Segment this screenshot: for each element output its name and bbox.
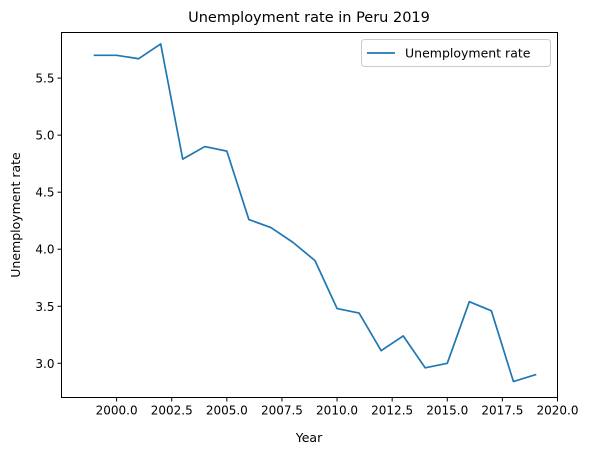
legend-label-unemployment-rate: Unemployment rate (405, 46, 531, 61)
series-layer (93, 43, 537, 383)
y-tick-label: 4.5 (35, 186, 54, 200)
y-tick-label: 5.5 (35, 72, 54, 86)
y-tick-label: 3.5 (35, 300, 54, 314)
x-tick-label: 2017.5 (481, 404, 523, 418)
x-tick-label: 2010.0 (316, 404, 358, 418)
y-tick-label: 4.0 (35, 243, 54, 257)
x-axis-label: Year (295, 430, 323, 445)
x-tick-label: 2015.0 (426, 404, 468, 418)
y-tick-label: 3.0 (35, 357, 54, 371)
x-tick-label: 2000.0 (96, 404, 138, 418)
x-axis: 2000.0 2002.5 2005.0 2007.5 2010.0 2012.5 2015… (96, 397, 579, 418)
x-tick-label: 2005.0 (206, 404, 248, 418)
y-tick-label: 5.0 (35, 129, 54, 143)
x-tick-label: 2007.5 (261, 404, 303, 418)
legend-box (361, 39, 551, 67)
plot-frame (61, 32, 558, 398)
chart-title: Unemployment rate in Peru 2019 (188, 10, 430, 26)
x-tick-label: 2002.5 (151, 404, 193, 418)
y-axis-label: Unemployment rate (8, 152, 23, 278)
y-axis: 3.0 3.5 4.0 4.5 5.0 5.5 (35, 72, 62, 371)
legend: Unemployment rate (361, 39, 551, 67)
x-tick-label: 2020.0 (537, 404, 579, 418)
series-line-0 (93, 43, 537, 383)
x-tick-label: 2012.5 (371, 404, 413, 418)
plot-area: 2000.0 2002.5 2005.0 2007.5 2010.0 2012.5 2015… (35, 32, 579, 418)
